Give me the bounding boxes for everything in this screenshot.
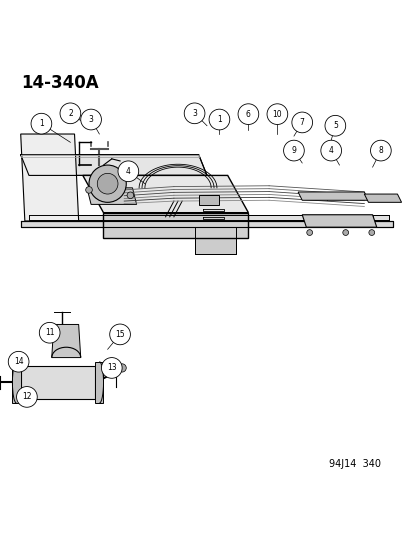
Polygon shape	[21, 221, 392, 227]
Polygon shape	[202, 208, 223, 211]
Polygon shape	[21, 134, 78, 221]
Circle shape	[118, 364, 126, 372]
Circle shape	[8, 351, 29, 372]
Text: 12: 12	[22, 392, 31, 401]
Polygon shape	[194, 227, 235, 254]
Circle shape	[283, 140, 304, 161]
Polygon shape	[12, 362, 21, 403]
Text: 13: 13	[107, 364, 116, 373]
Polygon shape	[29, 215, 388, 220]
Polygon shape	[21, 155, 206, 175]
Text: 4: 4	[328, 146, 333, 155]
Text: 10: 10	[272, 110, 282, 119]
Polygon shape	[21, 366, 95, 399]
Text: 9: 9	[291, 146, 296, 155]
Text: 3: 3	[192, 109, 197, 118]
Circle shape	[60, 103, 81, 124]
Circle shape	[209, 109, 229, 130]
Polygon shape	[363, 194, 401, 203]
Circle shape	[109, 324, 130, 345]
Polygon shape	[103, 213, 248, 238]
Polygon shape	[297, 192, 368, 200]
Circle shape	[85, 187, 92, 193]
Text: 11: 11	[45, 328, 54, 337]
Circle shape	[97, 173, 118, 194]
Polygon shape	[95, 362, 103, 403]
Circle shape	[237, 104, 258, 125]
Circle shape	[320, 140, 341, 161]
Text: 7: 7	[299, 118, 304, 127]
Text: 94J14  340: 94J14 340	[328, 458, 380, 469]
Circle shape	[306, 230, 312, 236]
Circle shape	[370, 140, 390, 161]
Text: 15: 15	[115, 330, 125, 339]
Text: 5: 5	[332, 121, 337, 130]
Circle shape	[81, 109, 101, 130]
Circle shape	[101, 358, 122, 378]
Circle shape	[368, 230, 374, 236]
Text: 6: 6	[245, 110, 250, 119]
Text: 14: 14	[14, 357, 24, 366]
Circle shape	[127, 192, 133, 199]
Text: 1: 1	[39, 119, 44, 128]
Polygon shape	[198, 195, 219, 205]
Text: 3: 3	[88, 115, 93, 124]
Circle shape	[89, 165, 126, 203]
Polygon shape	[21, 155, 198, 157]
Text: 1: 1	[216, 115, 221, 124]
Polygon shape	[83, 175, 248, 213]
Text: 2: 2	[68, 109, 73, 118]
Polygon shape	[52, 325, 81, 358]
Circle shape	[324, 115, 345, 136]
Circle shape	[118, 161, 138, 182]
Circle shape	[291, 112, 312, 133]
Circle shape	[17, 386, 37, 407]
Polygon shape	[87, 188, 136, 204]
Circle shape	[31, 114, 52, 134]
Circle shape	[184, 103, 204, 124]
Circle shape	[39, 322, 60, 343]
Circle shape	[342, 230, 348, 236]
Text: 14-340A: 14-340A	[21, 74, 98, 92]
Polygon shape	[301, 215, 376, 227]
Text: 4: 4	[126, 167, 131, 176]
Polygon shape	[202, 217, 223, 219]
Text: 8: 8	[377, 146, 382, 155]
Circle shape	[266, 104, 287, 125]
